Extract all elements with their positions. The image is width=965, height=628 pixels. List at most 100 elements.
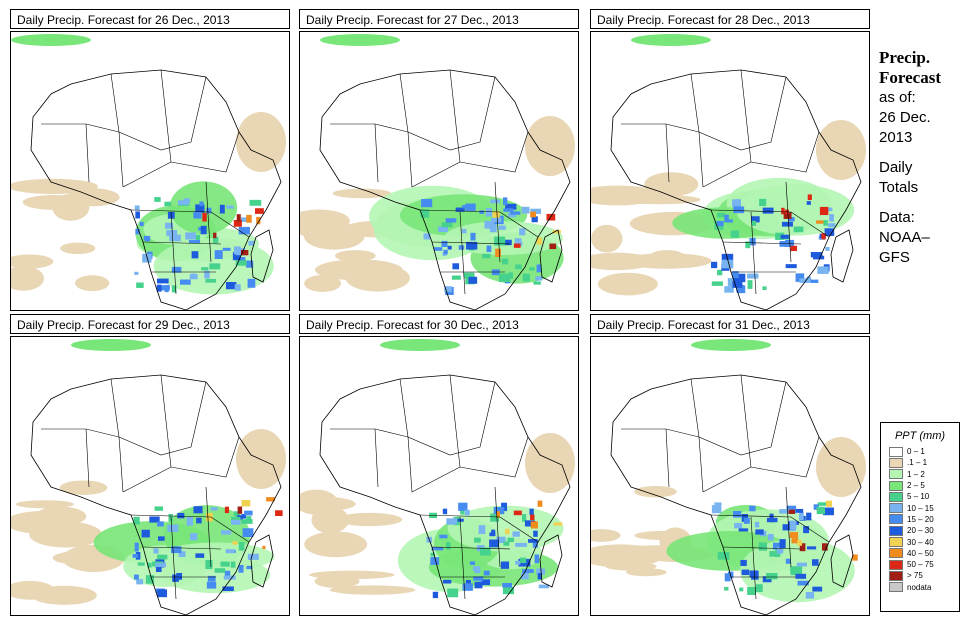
- legend-item: 15 – 20: [881, 514, 959, 525]
- legend-item: 50 – 75: [881, 559, 959, 570]
- country-border: [142, 241, 222, 245]
- heavy-precip-cell: [823, 220, 828, 226]
- heavy-precip-cell: [515, 560, 521, 565]
- light-precip-area: [15, 500, 74, 509]
- heavy-precip-cell: [806, 546, 817, 550]
- light-precip-area: [644, 172, 699, 197]
- heavy-precip-cell: [462, 583, 473, 591]
- heavy-precip-cell: [779, 241, 791, 247]
- heavy-precip-cell: [795, 508, 804, 513]
- light-precip-area: [315, 544, 361, 555]
- heavy-precip-cell: [786, 505, 797, 514]
- country-border: [41, 123, 120, 133]
- country-border: [494, 181, 501, 263]
- coastline: [610, 69, 862, 310]
- heavy-precip-cell: [714, 502, 722, 507]
- moderate-precip-area: [380, 339, 460, 351]
- precip-map: [590, 31, 870, 311]
- heavy-precip-cell: [470, 232, 476, 241]
- heavy-precip-cell: [502, 197, 508, 206]
- heavy-precip-cell: [238, 564, 244, 573]
- heavy-precip-cell: [458, 245, 465, 250]
- heavy-precip-cell: [214, 250, 223, 259]
- light-precip-area: [591, 185, 661, 206]
- heavy-precip-cell: [533, 281, 541, 285]
- heavy-precip-cell: [493, 506, 505, 515]
- heavy-precip-cell: [762, 207, 774, 214]
- country-border: [459, 211, 466, 295]
- heavy-precip-cell: [514, 238, 522, 242]
- heavy-precip-cell: [446, 518, 457, 525]
- heavy-precip-cell: [247, 278, 256, 288]
- country-border: [142, 546, 222, 550]
- heavy-precip-cell: [489, 224, 497, 233]
- heavy-precip-cell: [447, 245, 452, 250]
- country-border: [740, 69, 752, 163]
- heavy-precip-cell: [171, 546, 182, 554]
- heavy-precip-cell: [421, 199, 433, 208]
- country-border: [110, 73, 207, 151]
- heavy-precip-cell: [538, 584, 550, 589]
- coastline: [319, 69, 571, 310]
- heavy-precip-cell: [521, 573, 529, 580]
- heavy-precip-cell: [147, 562, 152, 568]
- legend-item: .1 – 1: [881, 457, 959, 468]
- heavy-precip-cell: [176, 572, 183, 580]
- heavy-precip-cell: [751, 220, 757, 226]
- heavy-precip-cell: [785, 264, 797, 269]
- heavy-precip-cell: [478, 525, 486, 535]
- legend-item: 20 – 30: [881, 525, 959, 536]
- heavy-precip-cell: [157, 278, 169, 284]
- legend-label: > 75: [907, 571, 923, 581]
- data-label: Data:: [879, 209, 915, 226]
- heavy-precip-cell: [724, 586, 729, 591]
- heavy-precip-cell: [790, 526, 796, 531]
- heavy-precip-cell: [439, 534, 448, 539]
- forecast-panel-5: Daily Precip. Forecast for 30 Dec., 2013: [299, 314, 579, 616]
- extreme-precip-cell: [275, 510, 283, 517]
- moderate-precip-area: [11, 34, 91, 46]
- heavy-precip-cell: [537, 573, 542, 580]
- heavy-precip-cell: [238, 226, 250, 235]
- precip-map: [10, 31, 290, 311]
- heavy-precip-cell: [500, 561, 510, 569]
- heavy-precip-cell: [240, 217, 248, 222]
- light-precip-area: [59, 480, 108, 495]
- heavy-precip-cell: [732, 199, 741, 207]
- heavy-precip-cell: [817, 266, 829, 274]
- forecast-panel-4: Daily Precip. Forecast for 29 Dec., 2013: [10, 314, 290, 616]
- heavy-precip-cell: [474, 581, 483, 589]
- extreme-precip-cell: [202, 212, 207, 222]
- heavy-precip-cell: [223, 575, 236, 580]
- heavy-precip-cell: [724, 214, 729, 223]
- legend-item: 30 – 40: [881, 536, 959, 548]
- country-border: [459, 516, 466, 600]
- light-precip-area: [591, 224, 623, 253]
- legend-label: 2 – 5: [907, 481, 925, 491]
- legend-swatch: [889, 559, 903, 570]
- heavy-precip-cell: [201, 267, 209, 271]
- heavy-precip-cell: [779, 539, 786, 549]
- heavy-precip-cell: [235, 260, 247, 266]
- heavy-precip-cell: [447, 588, 459, 598]
- heavy-precip-cell: [797, 580, 809, 586]
- heavy-precip-cell: [446, 542, 451, 550]
- extreme-precip-cell: [852, 554, 858, 561]
- map-graphic: [591, 34, 866, 310]
- heavy-precip-cell: [745, 241, 751, 249]
- heavy-precip-cell: [444, 286, 452, 292]
- heavy-precip-cell: [823, 507, 834, 516]
- heavy-precip-cell: [249, 199, 262, 206]
- heavy-precip-cell: [141, 529, 150, 538]
- country-border: [411, 466, 461, 493]
- heavy-precip-cell: [136, 282, 144, 288]
- precip-map: [299, 31, 579, 311]
- heavy-precip-cell: [716, 221, 724, 227]
- legend-swatch: [889, 491, 903, 502]
- light-precip-area: [334, 250, 376, 262]
- legend-swatch: [889, 469, 903, 480]
- heavy-precip-cell: [812, 586, 823, 592]
- coastline: [830, 229, 854, 283]
- extreme-precip-cell: [246, 214, 252, 223]
- heavy-precip-cell: [247, 553, 259, 560]
